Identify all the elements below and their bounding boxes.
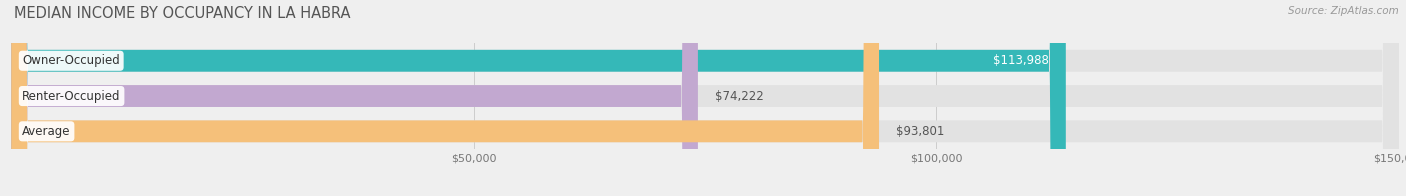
FancyBboxPatch shape [11, 0, 1399, 196]
Text: Owner-Occupied: Owner-Occupied [22, 54, 120, 67]
FancyBboxPatch shape [11, 0, 697, 196]
FancyBboxPatch shape [11, 0, 879, 196]
Text: $113,988: $113,988 [993, 54, 1049, 67]
Text: $93,801: $93,801 [896, 125, 943, 138]
Text: Renter-Occupied: Renter-Occupied [22, 90, 121, 103]
FancyBboxPatch shape [11, 0, 1066, 196]
Text: Source: ZipAtlas.com: Source: ZipAtlas.com [1288, 6, 1399, 16]
Text: Average: Average [22, 125, 70, 138]
Text: MEDIAN INCOME BY OCCUPANCY IN LA HABRA: MEDIAN INCOME BY OCCUPANCY IN LA HABRA [14, 6, 350, 21]
Text: $74,222: $74,222 [714, 90, 763, 103]
FancyBboxPatch shape [11, 0, 1399, 196]
FancyBboxPatch shape [11, 0, 1399, 196]
